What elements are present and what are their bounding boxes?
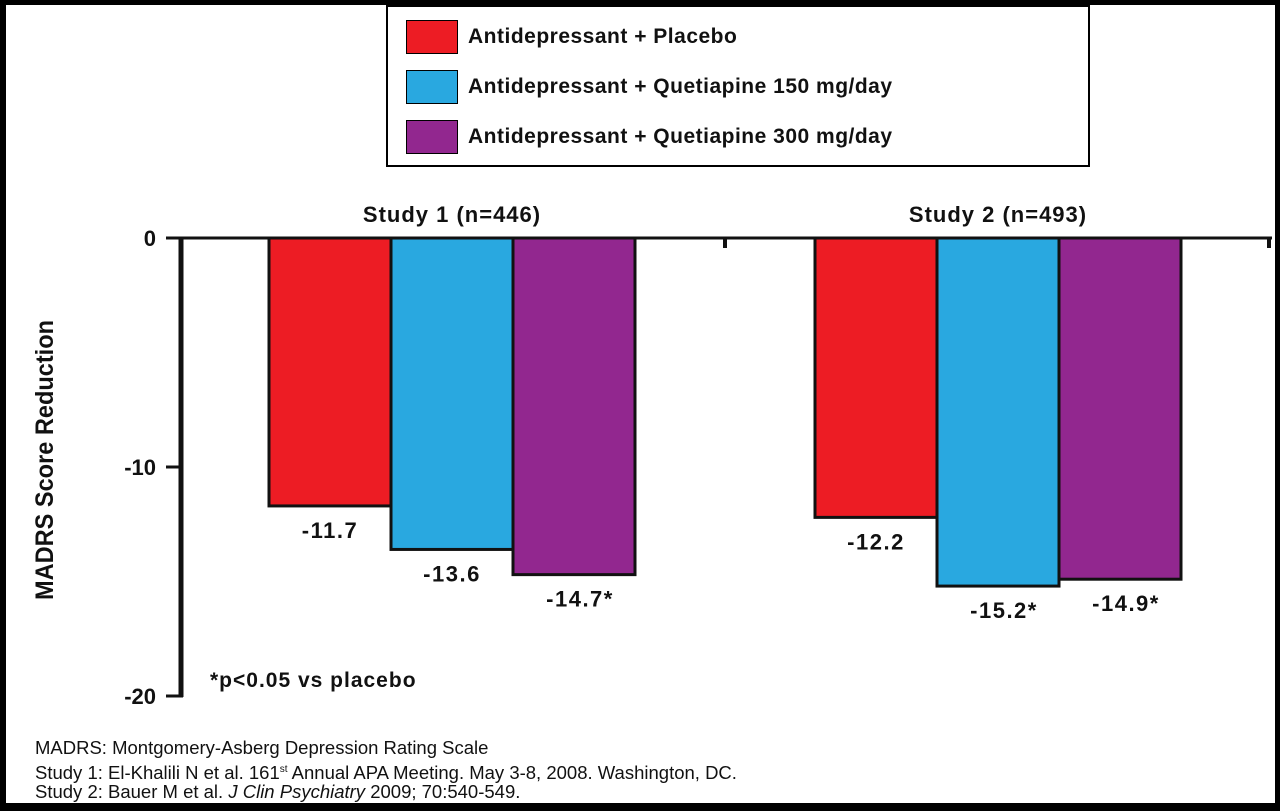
data-label: -13.6 xyxy=(423,561,481,586)
footnote-text: 2009; 70:540-549. xyxy=(365,781,521,802)
legend-label: Antidepressant + Quetiapine 300 mg/day xyxy=(468,125,893,148)
bar xyxy=(1057,236,1183,581)
data-label: -15.2* xyxy=(970,598,1038,623)
legend-item-quetiapine-300: Antidepressant + Quetiapine 300 mg/day xyxy=(406,120,893,154)
footnote-text: Study 2: Bauer M et al. xyxy=(35,781,229,802)
data-label: -14.9* xyxy=(1092,591,1160,616)
bar xyxy=(813,236,939,519)
data-label: -11.7 xyxy=(302,518,358,543)
legend-swatch-purple xyxy=(406,120,458,154)
y-tick-label: 0 xyxy=(144,226,156,251)
bar xyxy=(511,236,637,577)
bar xyxy=(935,236,1061,588)
significance-note: *p<0.05 vs placebo xyxy=(210,669,417,692)
legend-item-quetiapine-150: Antidepressant + Quetiapine 150 mg/day xyxy=(406,70,893,104)
legend-label: Antidepressant + Placebo xyxy=(468,25,738,48)
legend-swatch-blue xyxy=(406,70,458,104)
bar xyxy=(267,236,393,508)
legend: Antidepressant + Placebo Antidepressant … xyxy=(386,5,1090,167)
footnote-journal: J Clin Psychiatry xyxy=(228,781,366,802)
legend-swatch-red xyxy=(406,20,458,54)
y-tick-label: -20 xyxy=(124,684,156,709)
y-tick-label: -10 xyxy=(124,455,156,480)
category-label: Study 1 (n=446) xyxy=(363,202,541,227)
legend-label: Antidepressant + Quetiapine 150 mg/day xyxy=(468,75,893,98)
y-axis-label: MADRS Score Reduction xyxy=(31,320,59,600)
footnote-sup: st xyxy=(279,764,288,775)
footnote-text: Study 1: El-Khalili N et al. 161 xyxy=(35,762,280,784)
footnote-madrs: MADRS: Montgomery-Asberg Depression Rati… xyxy=(35,737,489,758)
data-label: -12.2 xyxy=(847,529,905,554)
data-label: -14.7* xyxy=(546,587,614,612)
legend-item-placebo: Antidepressant + Placebo xyxy=(406,20,737,54)
footnote-study2: Study 2: Bauer M et al. J Clin Psychiatr… xyxy=(35,781,520,803)
category-label: Study 2 (n=493) xyxy=(909,202,1087,227)
bar xyxy=(389,236,515,551)
footnote-study1: Study 1: El-Khalili N et al. 161st Annua… xyxy=(35,759,737,784)
footnote-text: Annual APA Meeting. May 3-8, 2008. Washi… xyxy=(287,762,737,784)
